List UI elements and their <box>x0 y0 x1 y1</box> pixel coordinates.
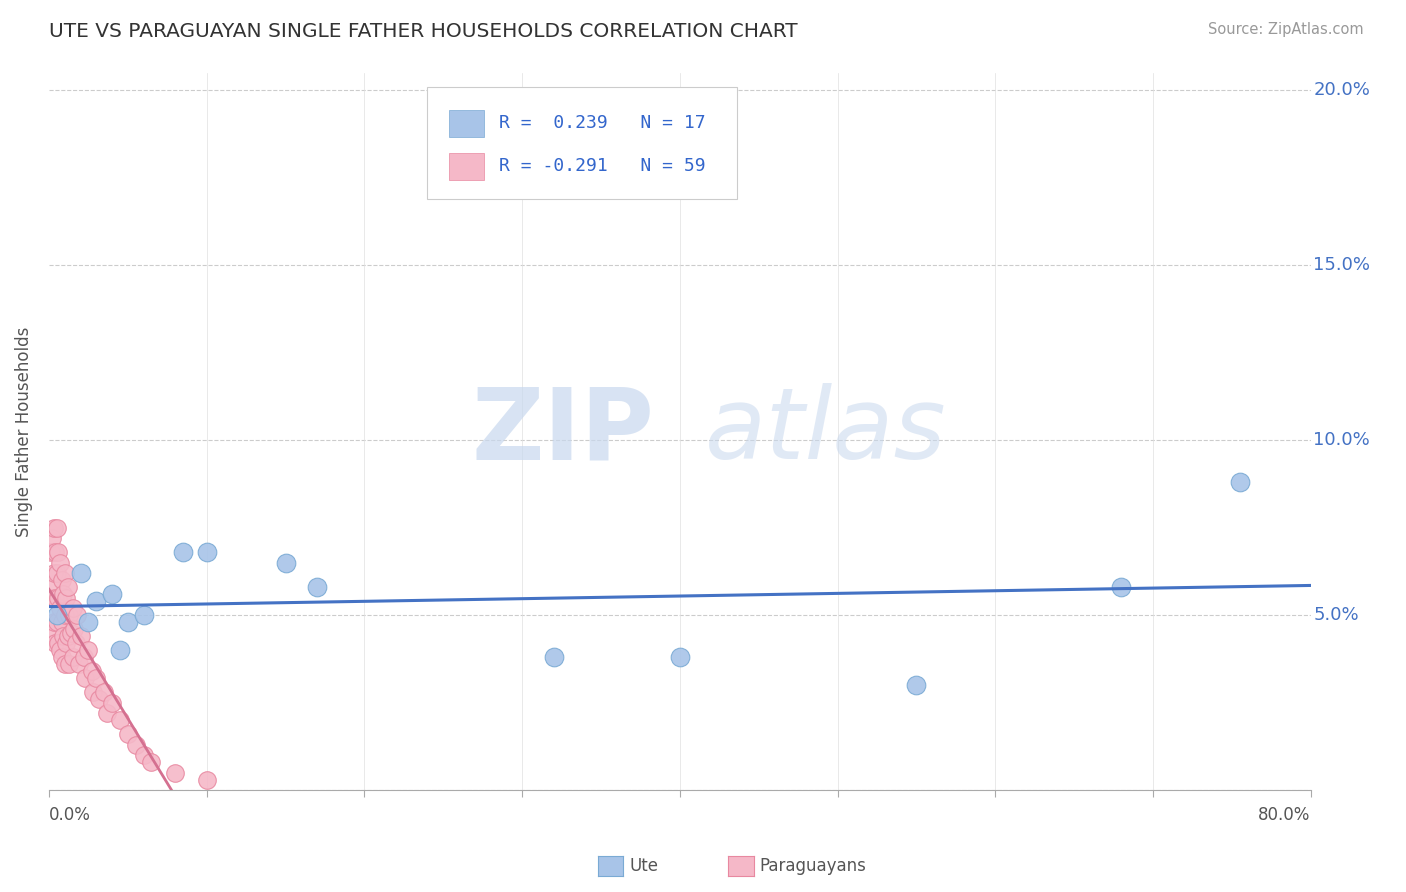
Point <box>101 696 124 710</box>
Point <box>117 727 139 741</box>
Text: 80.0%: 80.0% <box>1258 806 1310 824</box>
Point <box>53 657 76 672</box>
Point <box>125 738 148 752</box>
Point <box>48 545 70 559</box>
Y-axis label: Single Father Households: Single Father Households <box>15 326 32 537</box>
Text: UTE VS PARAGUAYAN SINGLE FATHER HOUSEHOLDS CORRELATION CHART: UTE VS PARAGUAYAN SINGLE FATHER HOUSEHOL… <box>49 22 797 41</box>
Point <box>55 591 77 605</box>
Point <box>69 629 91 643</box>
Point <box>62 650 84 665</box>
Point <box>905 678 928 692</box>
Point <box>44 545 66 559</box>
Text: 15.0%: 15.0% <box>1313 257 1371 275</box>
Point <box>45 521 67 535</box>
Point <box>101 587 124 601</box>
Point <box>51 650 73 665</box>
Point <box>49 601 72 615</box>
Point <box>48 591 70 605</box>
Point <box>58 657 80 672</box>
Point <box>41 532 63 546</box>
Point <box>77 615 100 630</box>
Point <box>60 626 83 640</box>
Point <box>48 636 70 650</box>
Text: Source: ZipAtlas.com: Source: ZipAtlas.com <box>1208 22 1364 37</box>
Point <box>52 587 75 601</box>
FancyBboxPatch shape <box>449 110 484 136</box>
Point <box>165 765 187 780</box>
Point <box>56 629 79 643</box>
Point <box>75 672 97 686</box>
Point <box>51 574 73 588</box>
Point <box>53 608 76 623</box>
Point <box>66 608 89 623</box>
Point <box>58 608 80 623</box>
Point <box>45 615 67 630</box>
Point <box>56 581 79 595</box>
Point <box>108 714 131 728</box>
Point <box>93 685 115 699</box>
Point <box>1111 581 1133 595</box>
Point <box>84 672 107 686</box>
Point <box>195 545 218 559</box>
Point <box>82 685 104 699</box>
Text: Paraguayans: Paraguayans <box>759 857 866 875</box>
Text: R =  0.239   N = 17: R = 0.239 N = 17 <box>499 114 706 132</box>
Point <box>73 650 96 665</box>
Point <box>51 615 73 630</box>
Point <box>77 643 100 657</box>
Point <box>274 556 297 570</box>
FancyBboxPatch shape <box>449 153 484 180</box>
Text: 20.0%: 20.0% <box>1313 81 1369 100</box>
Point <box>42 615 65 630</box>
Point <box>108 643 131 657</box>
Text: 5.0%: 5.0% <box>1313 607 1358 624</box>
Point <box>141 756 163 770</box>
Point <box>65 636 87 650</box>
Text: 0.0%: 0.0% <box>49 806 91 824</box>
Point <box>41 626 63 640</box>
Point <box>195 772 218 787</box>
Point <box>89 692 111 706</box>
Point <box>42 566 65 581</box>
Point <box>42 521 65 535</box>
Point <box>53 566 76 581</box>
Point <box>543 650 565 665</box>
Point <box>41 581 63 595</box>
FancyBboxPatch shape <box>427 87 737 199</box>
Text: 10.0%: 10.0% <box>1313 432 1369 450</box>
Point <box>1229 475 1251 490</box>
Point <box>84 594 107 608</box>
Point <box>80 665 103 679</box>
Point <box>52 629 75 643</box>
Text: Ute: Ute <box>630 857 659 875</box>
Point <box>44 636 66 650</box>
Point <box>96 706 118 721</box>
Point <box>39 545 62 559</box>
Point <box>132 608 155 623</box>
Point <box>55 636 77 650</box>
Text: atlas: atlas <box>704 384 946 480</box>
Point <box>39 591 62 605</box>
Point <box>45 566 67 581</box>
Point <box>67 657 90 672</box>
Point <box>307 581 329 595</box>
Point <box>132 748 155 763</box>
Point <box>669 650 692 665</box>
Point <box>69 566 91 581</box>
Point <box>117 615 139 630</box>
Point <box>44 591 66 605</box>
Point <box>63 623 86 637</box>
Point <box>45 608 67 623</box>
Point <box>49 643 72 657</box>
Point <box>62 601 84 615</box>
Point <box>172 545 194 559</box>
Text: R = -0.291   N = 59: R = -0.291 N = 59 <box>499 157 706 175</box>
Point <box>49 556 72 570</box>
Text: ZIP: ZIP <box>472 384 655 480</box>
